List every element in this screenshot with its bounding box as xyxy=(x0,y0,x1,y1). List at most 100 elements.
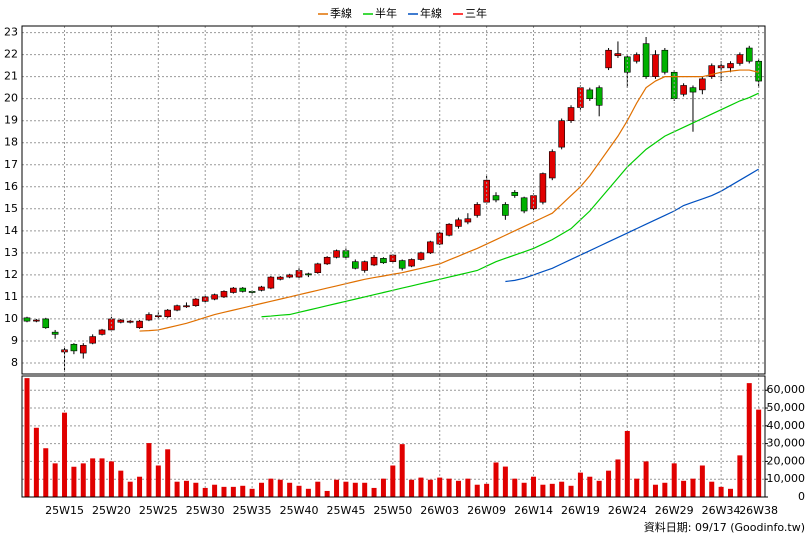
candle-body xyxy=(473,204,481,216)
candle-body xyxy=(455,219,462,227)
volume-bar xyxy=(127,481,133,497)
volume-bar xyxy=(634,478,640,497)
y-tick-label: 19 xyxy=(4,114,18,127)
volume-bar xyxy=(334,479,340,497)
candle-body xyxy=(661,49,669,73)
y-tick-label: 40,000 xyxy=(767,419,806,432)
candle-body xyxy=(736,54,744,64)
volume-bar xyxy=(240,485,246,497)
y-tick-label: 13 xyxy=(4,246,18,259)
volume-bar xyxy=(399,444,405,497)
moving-average-line xyxy=(139,69,759,332)
candle-body xyxy=(126,320,134,323)
candle-body xyxy=(652,54,659,77)
candle-body xyxy=(42,318,50,329)
y-tick-label: 15 xyxy=(4,202,18,215)
x-tick-label: 25W40 xyxy=(280,504,319,517)
y-tick-label: 10 xyxy=(4,312,18,325)
candle-body xyxy=(380,258,387,264)
volume-bar xyxy=(99,458,105,497)
volume-bar xyxy=(681,480,687,497)
candle-body xyxy=(79,345,87,354)
candle-body xyxy=(745,47,753,62)
candle-body xyxy=(464,218,472,223)
candle-body xyxy=(173,305,181,311)
x-tick-label: 26W03 xyxy=(420,504,459,517)
volume-bar xyxy=(52,463,58,497)
candle-body xyxy=(164,309,171,318)
candle-body xyxy=(220,291,228,298)
volume-bar xyxy=(690,478,696,497)
volume-bar xyxy=(643,461,649,497)
volume-bar xyxy=(606,470,612,497)
volume-bar xyxy=(362,482,368,497)
x-tick-label: 25W25 xyxy=(139,504,178,517)
volume-bar xyxy=(108,461,114,497)
volume-bar xyxy=(118,470,124,497)
volume-bar xyxy=(43,448,49,497)
candle-body xyxy=(23,317,31,322)
volume-bar xyxy=(62,412,68,497)
candle-body xyxy=(361,261,368,271)
volume-bar xyxy=(80,463,86,497)
x-tick-label: 26W38 xyxy=(739,504,778,517)
y-tick-label: 50,000 xyxy=(767,401,806,414)
candle-body xyxy=(520,197,528,212)
candle-body xyxy=(211,294,218,300)
candle-body xyxy=(624,56,631,73)
candle-body xyxy=(492,195,500,201)
volume-bar xyxy=(315,481,321,497)
legend-label: 季線 xyxy=(330,6,352,20)
volume-bar xyxy=(277,479,283,497)
x-tick-label: 26W24 xyxy=(608,504,647,517)
volume-bar xyxy=(249,488,255,497)
candle-body xyxy=(417,252,425,260)
volume-bar xyxy=(746,383,752,497)
volume-bar xyxy=(455,480,461,497)
volume-bar xyxy=(718,486,724,497)
y-tick-label: 9 xyxy=(11,334,18,347)
candle-body xyxy=(267,276,275,289)
volume-bar xyxy=(33,427,39,497)
price-frame xyxy=(21,25,766,375)
candle-body xyxy=(314,263,322,273)
volume-bar xyxy=(587,476,593,497)
candle-body xyxy=(708,65,716,77)
x-tick-label: 26W19 xyxy=(561,504,600,517)
candle-body xyxy=(51,331,59,335)
candle-body xyxy=(548,151,556,179)
volume-bar xyxy=(343,481,349,497)
candle-body xyxy=(699,78,706,91)
footer-note: 資料日期: 09/17 (Goodinfo.tw) xyxy=(644,520,805,534)
volume-bar xyxy=(521,482,527,497)
candle-body xyxy=(727,63,734,69)
legend-label: 半年 xyxy=(375,6,397,20)
volume-bar xyxy=(268,478,274,497)
volume-bar xyxy=(446,478,452,497)
volume-bar xyxy=(24,378,30,497)
volume-bar xyxy=(671,463,677,497)
volume-bar xyxy=(728,488,733,497)
candle-body xyxy=(33,319,40,322)
candle-body xyxy=(258,286,265,291)
volume-bar xyxy=(296,485,302,497)
volume-bar xyxy=(390,465,396,497)
y-tick-label: 11 xyxy=(4,290,18,303)
volume-bar xyxy=(90,458,96,497)
x-tick-label: 26W14 xyxy=(514,504,553,517)
volume-bar xyxy=(437,477,443,497)
x-tick-label: 26W29 xyxy=(655,504,694,517)
candle-body xyxy=(183,305,190,308)
volume-bar xyxy=(305,488,311,497)
candle-body xyxy=(333,250,340,258)
x-tick-label: 25W20 xyxy=(92,504,131,517)
volume-bar xyxy=(699,465,705,497)
volume-bar xyxy=(568,485,574,497)
x-tick-label: 25W30 xyxy=(186,504,225,517)
y-tick-label: 17 xyxy=(4,158,18,171)
candle-body xyxy=(145,314,153,321)
volume-bar xyxy=(549,483,555,497)
y-tick-label: 20 xyxy=(4,92,18,105)
y-tick-label: 12 xyxy=(4,268,18,281)
